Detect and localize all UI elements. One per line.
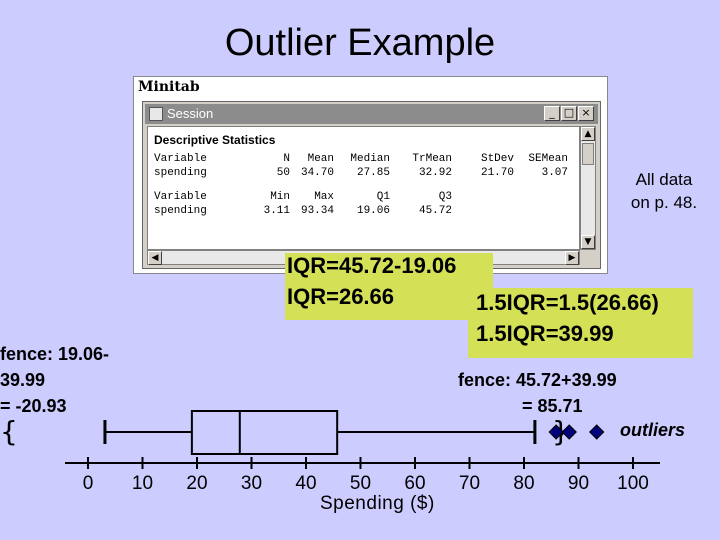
stats-column-header: StDev <box>480 153 514 165</box>
outlier-point <box>588 424 605 440</box>
minitab-window: Minitab Session _ □ × Descriptive Statis… <box>133 76 608 274</box>
stats-column-header: Mean <box>307 153 334 165</box>
iqr15-line-1: 1.5IQR=1.5(26.66) <box>476 290 659 315</box>
outliers-label: outliers <box>620 420 686 440</box>
close-button[interactable]: × <box>578 106 594 121</box>
session-title: Session <box>167 106 214 121</box>
x-tick-label: 50 <box>349 473 372 494</box>
stats-cell: 3.11 <box>263 205 290 217</box>
scroll-down-icon[interactable]: ▼ <box>581 235 595 249</box>
stats-cell: spending <box>154 167 207 179</box>
outlier-point <box>561 424 577 440</box>
outlier-point <box>548 424 564 440</box>
stats-cell: 19.06 <box>356 205 390 217</box>
upper-fence-line-2: = 85.71 <box>522 396 583 416</box>
iqr-line-2: IQR=26.66 <box>287 284 395 309</box>
stats-column-header: Q1 <box>376 191 390 203</box>
session-titlebar: Session _ □ × <box>145 104 598 124</box>
lower-fence-brace: { <box>0 415 18 448</box>
x-tick-label: 90 <box>567 473 590 494</box>
scroll-right-icon[interactable]: ▶ <box>565 251 579 265</box>
minimize-button[interactable]: _ <box>544 106 560 121</box>
session-output: Descriptive Statistics Variable N Mean Medi… <box>147 126 580 250</box>
iqr-line-1: IQR=45.72-19.06 <box>287 253 457 278</box>
stats-cell: 50 <box>276 167 290 179</box>
stats-column-header: N <box>283 153 290 165</box>
stats-cell: 3.07 <box>541 167 568 179</box>
stats-column-header: Min <box>270 191 290 203</box>
stats-column-header: Variable <box>154 191 207 203</box>
vertical-scrollbar[interactable]: ▲ ▼ <box>580 126 596 250</box>
stats-cell: spending <box>154 205 207 217</box>
x-tick-label: 70 <box>458 473 481 494</box>
stats-column-header: Median <box>350 153 390 165</box>
iqr15-line-2: 1.5IQR=39.99 <box>476 321 614 346</box>
x-tick-label: 20 <box>186 473 208 494</box>
stats-cell: 32.92 <box>418 167 452 179</box>
iqr-highlight: IQR=45.72-19.06 IQR=26.66 <box>285 253 493 320</box>
x-axis-label: Spending ($) <box>320 493 435 514</box>
stats-cell: 34.70 <box>300 167 334 179</box>
session-window: Session _ □ × Descriptive Statistics Var… <box>142 101 601 269</box>
stats-column-header: Q3 <box>438 191 452 203</box>
lower-fence-line-3: = -20.93 <box>0 396 67 416</box>
stats-cell: 93.34 <box>300 205 334 217</box>
slide-title: Outlier Example <box>224 22 496 64</box>
lower-fence-line-2: 39.99 <box>0 370 46 390</box>
iqr15-highlight: 1.5IQR=1.5(26.66) 1.5IQR=39.99 <box>468 288 693 358</box>
iqr-box <box>190 410 339 455</box>
scroll-thumb[interactable] <box>582 143 594 165</box>
stats-column-header: SEMean <box>528 153 568 165</box>
maximize-button[interactable]: □ <box>561 106 577 121</box>
x-tick-label: 0 <box>82 473 94 494</box>
lower-fence-line-1: fence: 19.06- <box>0 344 110 364</box>
x-tick-label: 100 <box>617 473 649 494</box>
x-tick-label: 10 <box>131 473 154 494</box>
stats-cell: 27.85 <box>356 167 390 179</box>
session-icon <box>149 107 163 121</box>
x-tick-label: 40 <box>295 473 317 494</box>
x-tick-label: 30 <box>240 473 263 494</box>
all-data-note: All data on p. 48. <box>630 170 698 212</box>
stats-column-header: Variable <box>154 153 207 165</box>
stats-cell: 45.72 <box>418 205 452 217</box>
scroll-left-icon[interactable]: ◀ <box>148 251 162 265</box>
minitab-app-title: Minitab <box>138 79 200 95</box>
stats-column-header: TrMean <box>412 153 452 165</box>
stats-heading: Descriptive Statistics <box>154 133 276 147</box>
stats-cell: 21.70 <box>480 167 514 179</box>
upper-fence-line-1: fence: 45.72+39.99 <box>458 370 617 390</box>
scroll-up-icon[interactable]: ▲ <box>581 127 595 141</box>
x-tick-label: 80 <box>513 473 535 494</box>
stats-column-header: Max <box>314 191 334 203</box>
x-tick-label: 60 <box>404 473 426 494</box>
